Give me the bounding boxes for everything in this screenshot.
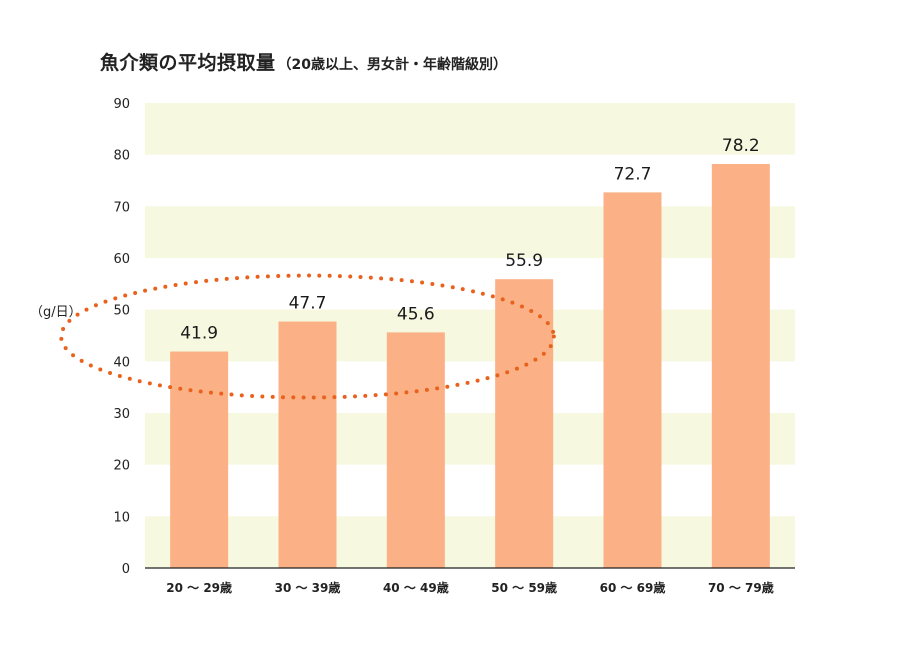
category-label: 70 ～ 79歳 [708, 580, 774, 595]
y-tick-label: 10 [113, 510, 130, 525]
highlight-ellipse [59, 273, 556, 400]
category-label: 20 ～ 29歳 [166, 580, 232, 595]
chart-title-block: 魚介類の平均摂取量 （20歳以上、男女計・年齢階級別） [100, 48, 507, 75]
x-axis-labels: 20 ～ 29歳 30 ～ 39歳 40 ～ 49歳 50 ～ 59歳 60 ～ 69歳… [166, 580, 773, 595]
bar [278, 321, 337, 568]
y-tick-label: 60 [113, 252, 130, 267]
y-tick-label: 40 [113, 355, 130, 370]
bar [711, 163, 770, 568]
chart-subtitle: （20歳以上、男女計・年齢階級別） [277, 57, 507, 73]
background-bands [145, 103, 795, 568]
bar [170, 351, 229, 568]
y-axis-ticks: 0 10 20 30 40 50 60 70 80 90 [113, 97, 130, 577]
bar [386, 332, 445, 568]
y-tick-label: 20 [113, 459, 130, 474]
bar [495, 279, 554, 568]
y-tick-label: 80 [113, 149, 130, 164]
y-axis-unit-label: （g/日） [30, 305, 82, 320]
y-tick-label: 50 [113, 304, 130, 319]
category-label: 50 ～ 59歳 [491, 580, 557, 595]
grid-band [145, 309, 795, 362]
chart-title: 魚介類の平均摂取量 [100, 52, 276, 74]
category-label: 40 ～ 49歳 [383, 580, 449, 595]
y-tick-label: 30 [113, 407, 130, 422]
grid-band [145, 206, 795, 258]
y-tick-label: 90 [113, 97, 130, 112]
y-tick-label: 70 [113, 200, 130, 215]
bar [603, 192, 662, 568]
highlight-layer [59, 273, 556, 400]
value-label: 47.7 [289, 294, 327, 314]
category-label: 30 ～ 39歳 [275, 580, 341, 595]
grid-band [145, 413, 795, 465]
value-label: 41.9 [180, 324, 218, 344]
value-label: 45.6 [397, 304, 435, 324]
category-label: 60 ～ 69歳 [600, 580, 666, 595]
value-label: 55.9 [505, 251, 543, 271]
value-labels: 41.9 47.7 45.6 55.9 72.7 78.2 [180, 136, 760, 344]
y-tick-label: 0 [122, 562, 130, 577]
value-label: 72.7 [614, 164, 652, 184]
grid-band [145, 516, 795, 568]
value-label: 78.2 [722, 136, 760, 156]
grid-band [145, 103, 795, 155]
